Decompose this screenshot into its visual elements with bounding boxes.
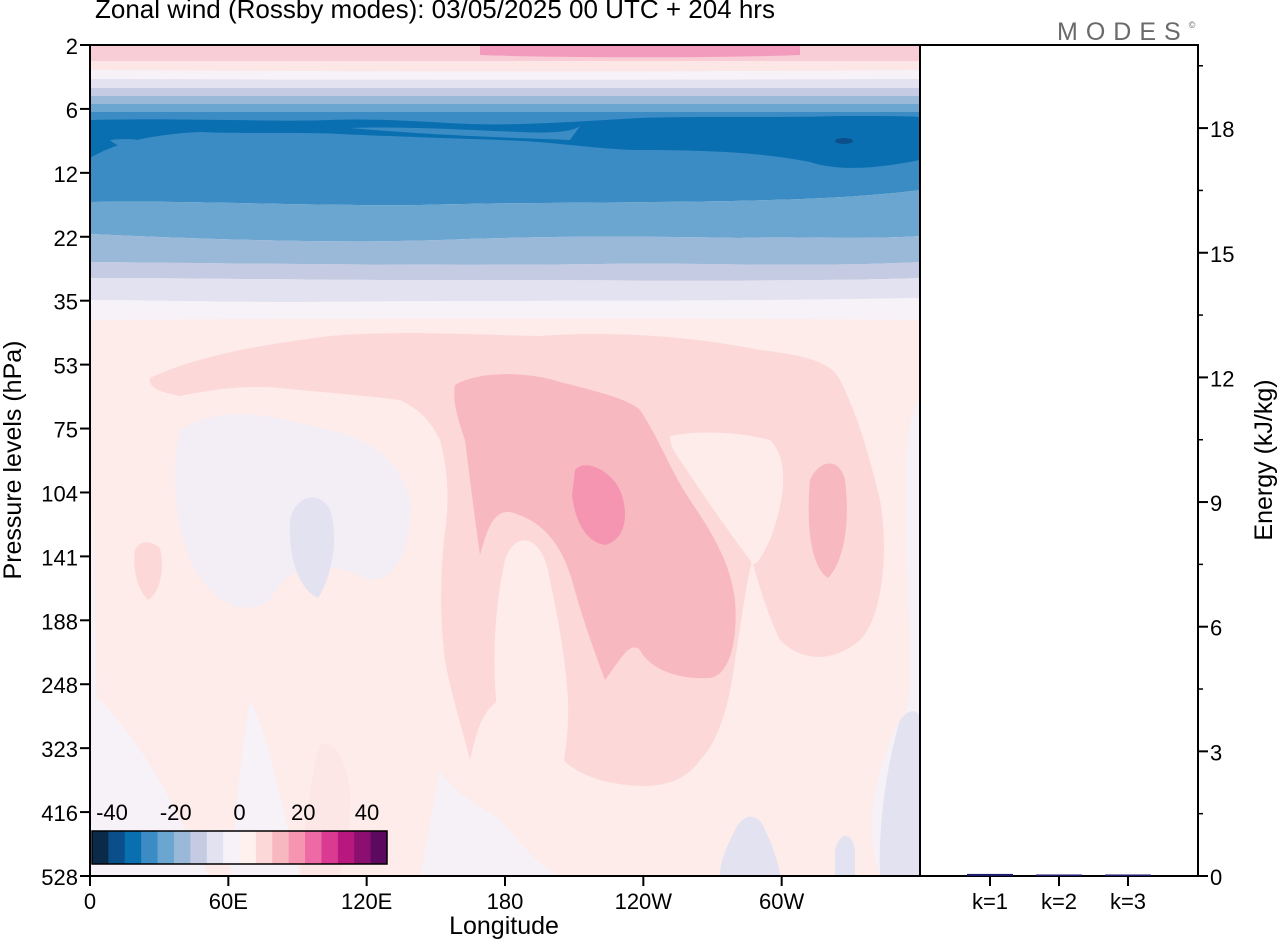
contour-min-lavender-left: [289, 497, 335, 598]
y2-tick-label: 9: [1210, 491, 1222, 516]
bar-category-label: k=3: [1110, 889, 1146, 914]
contour-band-white: [90, 70, 920, 80]
colorbar-swatch: [108, 831, 126, 864]
y-tick-label: 22: [54, 226, 78, 251]
contour-region-light-cutout: [494, 540, 569, 840]
energy-bar: [967, 873, 1013, 876]
y2-tick-label: 18: [1210, 117, 1234, 142]
colorbar-swatch: [92, 831, 109, 864]
colorbar-tick-label: 40: [355, 800, 379, 825]
y2-tick-label: 15: [1210, 242, 1234, 267]
contour-jet-min: [835, 138, 853, 144]
y-tick-label: 141: [41, 545, 78, 570]
y-tick-label: 188: [41, 609, 78, 634]
y-tick-label: 12: [54, 162, 78, 187]
pressure-axis: 2 6 12 22 35 53 75 104 141 188 248 323 416 528: [41, 34, 90, 890]
x-tick-label: 120W: [615, 889, 673, 914]
x-tick-label: 120E: [341, 889, 392, 914]
colorbar-swatch: [370, 831, 388, 864]
contour-lobe-left: [134, 542, 162, 600]
contour-band-lower-blue: [90, 190, 920, 242]
bar-category-label: k=2: [1041, 889, 1077, 914]
x-axis-label: Longitude: [449, 912, 559, 940]
contour-band-pale-blue: [90, 96, 920, 104]
x-tick-label: 60W: [759, 889, 804, 914]
contour-band-lower-grey-blue: [90, 262, 920, 281]
y-tick-label: 104: [41, 481, 78, 506]
y2-tick-label: 3: [1210, 740, 1222, 765]
contour-region-max: [572, 465, 625, 545]
contour-band-lower-pale-blue: [90, 234, 920, 265]
colorbar-swatch: [305, 831, 322, 864]
y-tick-label: 2: [66, 34, 78, 59]
energy-bars: k=1 k=2 k=3: [967, 873, 1151, 914]
x-tick-label: 180: [487, 889, 524, 914]
colorbar-tick-label: -40: [96, 800, 128, 825]
bar-category-label: k=1: [972, 889, 1008, 914]
colorbar-swatch: [223, 831, 240, 864]
contour-band-transition: [90, 298, 920, 320]
colorbar-swatch: [206, 831, 224, 864]
colorbar-swatch: [337, 831, 355, 864]
contour-region-light-patch: [670, 432, 784, 564]
contour-min-lavender-bottom-right: [835, 835, 855, 876]
colorbar: -40 -20 0 20 40: [91, 800, 388, 865]
y-tick-label: 416: [41, 801, 78, 826]
colorbar-tick-label: 0: [233, 800, 245, 825]
contour-band-lavender: [90, 79, 920, 88]
contour-band-grey-blue: [90, 88, 920, 96]
contour-field: [90, 45, 920, 876]
colorbar-swatch: [354, 831, 372, 864]
contour-band-top-max: [480, 45, 800, 58]
y-tick-label: 53: [54, 354, 78, 379]
colorbar-swatch: [157, 831, 175, 864]
contour-min-lavender-bottom-mid: [720, 816, 780, 876]
energy-axis: 0 3 6 9 12 15 18: [1198, 65, 1234, 890]
contour-lobe-right: [808, 463, 847, 578]
colorbar-swatch: [288, 831, 306, 864]
y-tick-label: 528: [41, 865, 78, 890]
contour-band-lower-lavender: [90, 278, 920, 302]
contour-jet-break-mid: [350, 126, 580, 140]
colorbar-swatch: [321, 831, 339, 864]
colorbar-swatch: [255, 831, 273, 864]
contour-min-lavender-right-edge: [879, 711, 920, 876]
colorbar-tick-label: -20: [160, 800, 192, 825]
y2-tick-label: 12: [1210, 366, 1234, 391]
chart-title: Zonal wind (Rossby modes): 03/05/2025 00…: [95, 0, 775, 24]
x-tick-label: 60E: [209, 889, 248, 914]
energy-panel-frame: [919, 44, 1199, 877]
y-axis-label: Pressure levels (hPa): [0, 341, 27, 580]
contour-band-light-blue: [90, 104, 920, 112]
colorbar-swatch: [173, 831, 191, 864]
colorbar-frame: [91, 830, 388, 865]
contour-band-jet-core: [90, 116, 920, 168]
y-tick-label: 323: [41, 737, 78, 762]
modes-logo: MODES©: [1057, 18, 1196, 46]
contour-band-light-pink: [90, 61, 920, 72]
y2-axis-label: Energy (kJ/kg): [1250, 379, 1278, 540]
y-tick-label: 75: [54, 418, 78, 443]
colorbar-swatch: [141, 831, 159, 864]
contour-region-lavender-left: [174, 414, 411, 608]
colorbar-swatch: [190, 831, 208, 864]
colorbar-swatch: [239, 831, 257, 864]
colorbar-swatch: [272, 831, 290, 864]
y-tick-label: 248: [41, 673, 78, 698]
longitude-axis: 0 60E 120E 180 120W 60W: [84, 876, 805, 914]
y2-tick-label: 6: [1210, 616, 1222, 641]
colorbar-swatch: [124, 831, 142, 864]
contour-jet-break-left: [110, 139, 175, 154]
energy-bar: [1036, 874, 1082, 876]
colorbar-tick-label: 20: [291, 800, 315, 825]
y2-tick-label: 0: [1210, 865, 1222, 890]
energy-bar: [1105, 874, 1151, 876]
y-tick-label: 35: [54, 290, 78, 315]
x-tick-label: 0: [84, 889, 96, 914]
y-tick-label: 6: [66, 98, 78, 123]
